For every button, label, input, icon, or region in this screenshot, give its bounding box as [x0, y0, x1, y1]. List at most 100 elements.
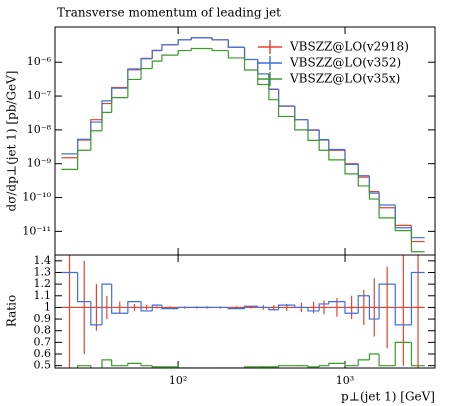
y-tick-label: 0.8 [34, 324, 52, 337]
y-tick-label: 10⁻⁷ [27, 89, 52, 102]
y-axis-label: dσ/dp⊥(jet 1) [pb/GeV] [5, 71, 19, 212]
histogram-bin [257, 59, 269, 75]
histogram-bin [394, 284, 412, 326]
histogram-bin [151, 365, 162, 368]
histogram-bin [161, 54, 179, 62]
histogram-bin [243, 57, 258, 71]
y-tick-label: 10⁻¹⁰ [22, 191, 51, 204]
histogram-bin [410, 225, 425, 243]
histogram-bin [277, 365, 295, 367]
histogram-bin [277, 89, 295, 107]
histogram-bin [190, 37, 203, 40]
histogram-bin [294, 116, 308, 131]
histogram-bin [344, 363, 359, 367]
y-tick-label: 1 [44, 300, 51, 313]
histogram-bin [344, 159, 359, 175]
histogram-bin [90, 119, 103, 141]
histogram-bin [111, 284, 128, 314]
histogram-bin [140, 67, 153, 80]
histogram-bin [277, 99, 295, 118]
plot-area [61, 37, 425, 253]
y-tick-label: 0.6 [34, 347, 52, 360]
histogram-bin [318, 365, 329, 367]
histogram-bin [161, 44, 179, 51]
histogram-bin [101, 102, 112, 120]
y-tick-label: 1.2 [34, 277, 52, 290]
histogram-bin [294, 105, 308, 121]
histogram-bin [357, 173, 370, 187]
histogram-bin [410, 342, 425, 367]
histogram-bin [127, 362, 142, 366]
x-tick-label: 10² [169, 374, 187, 387]
histogram-bin [378, 283, 396, 320]
histogram-bin [227, 39, 245, 48]
histogram-bin [307, 307, 320, 312]
histogram-bin [257, 59, 269, 75]
legend-label: VBSZZ@LO(v352) [289, 56, 401, 70]
histogram-bin [177, 39, 192, 45]
histogram-bin [140, 301, 153, 312]
chart-title: Transverse momentum of leading jet [57, 6, 281, 20]
histogram-bin [111, 87, 128, 101]
histogram-bin [257, 306, 269, 309]
y-tick-label: 1.1 [34, 289, 52, 302]
histogram-bin [243, 305, 258, 309]
histogram-bin [357, 164, 370, 177]
histogram-bin [268, 307, 279, 311]
histogram-bin [328, 150, 346, 161]
histogram-bin [140, 363, 153, 367]
histogram-bin [257, 69, 269, 86]
histogram-bin [227, 39, 245, 48]
histogram-bin [177, 49, 192, 56]
histogram-bin [357, 295, 370, 314]
histogram-bin [318, 130, 329, 141]
histogram-bin [368, 295, 380, 320]
histogram-bin [368, 353, 380, 360]
histogram-bin [111, 359, 128, 367]
histogram-bin [151, 60, 162, 69]
histogram-bin [177, 366, 192, 368]
histogram-bin [151, 50, 162, 59]
y-tick-label: 0.5 [34, 359, 52, 372]
histogram-bin [127, 78, 142, 98]
histogram-bin [111, 97, 128, 113]
histogram-bin [318, 140, 329, 151]
histogram-bin [357, 163, 370, 178]
histogram-bin [77, 139, 91, 158]
y-tick-label: 10⁻⁶ [27, 55, 52, 68]
frame [54, 254, 436, 369]
histogram-bin [394, 341, 412, 366]
histogram-bin [410, 271, 425, 325]
histogram-bin [277, 89, 295, 107]
histogram-bin [177, 306, 192, 309]
histogram-bin [268, 84, 279, 101]
histogram-bin [294, 106, 308, 121]
histogram-bin [328, 140, 346, 151]
histogram-bin [101, 359, 112, 368]
y-tick-label: 0.7 [34, 335, 52, 348]
histogram-bin [77, 272, 91, 303]
histogram-bin [227, 307, 245, 310]
y-tick-label: 1.3 [34, 265, 52, 278]
histogram-bin [111, 86, 128, 104]
histogram-bin [307, 129, 320, 141]
histogram-bin [277, 304, 295, 310]
histogram-bin [77, 149, 91, 170]
histogram-bin [307, 119, 320, 131]
histogram-bin [243, 47, 258, 61]
histogram-bin [344, 301, 359, 314]
y-tick-label: 1.4 [34, 254, 52, 267]
histogram-bin [307, 365, 320, 368]
histogram-bin [140, 58, 153, 70]
histogram-bin [101, 111, 112, 131]
histogram-bin [243, 47, 258, 61]
legend-label: VBSZZ@LO(v2918) [289, 40, 409, 54]
histogram-bin [77, 138, 91, 154]
histogram-bin [90, 130, 103, 151]
histogram-bin [211, 48, 229, 52]
histogram-bin [328, 139, 346, 151]
histogram-bin [328, 300, 346, 304]
histogram-bin [190, 47, 203, 51]
histogram-bin [344, 150, 359, 165]
